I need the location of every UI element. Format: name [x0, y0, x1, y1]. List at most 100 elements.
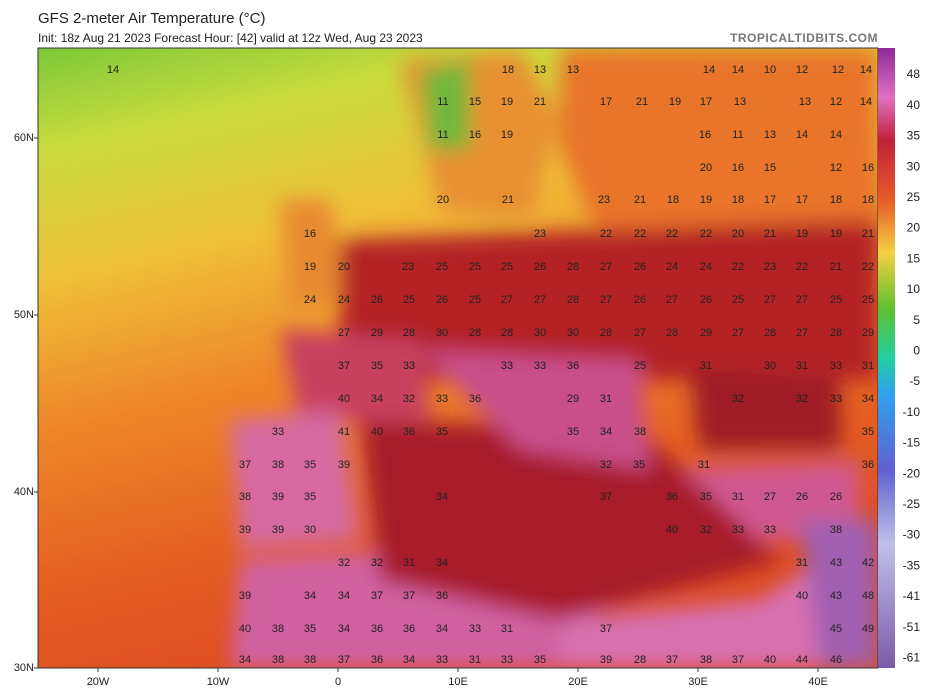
lon-label: 20W	[87, 676, 110, 688]
temperature-label: 41	[338, 426, 350, 438]
lon-label: 40E	[808, 676, 828, 688]
temperature-label: 13	[534, 64, 546, 76]
temperature-label: 33	[501, 360, 513, 372]
temperature-label: 19	[796, 228, 808, 240]
temperature-label: 36	[371, 623, 383, 635]
temperature-label: 35	[633, 459, 645, 471]
temperature-label: 14	[796, 129, 808, 141]
temperature-label: 35	[371, 360, 383, 372]
temperature-label: 43	[830, 557, 842, 569]
temperature-label: 16	[732, 162, 744, 174]
temperature-label: 49	[862, 623, 874, 635]
temperature-label: 28	[666, 327, 678, 339]
temperature-label: 22	[634, 228, 646, 240]
temperature-field	[38, 48, 878, 668]
temperature-label: 18	[502, 64, 514, 76]
temperature-label: 33	[830, 393, 842, 405]
temperature-label: 21	[764, 228, 776, 240]
temperature-label: 38	[830, 524, 842, 536]
colorbar-label: -15	[903, 436, 921, 450]
temperature-label: 30	[567, 327, 579, 339]
temperature-label: 22	[700, 228, 712, 240]
temperature-label: 40	[796, 590, 808, 602]
temperature-label: 30	[764, 360, 776, 372]
temperature-label: 12	[832, 64, 844, 76]
temperature-label: 34	[600, 426, 612, 438]
temperature-label: 17	[700, 96, 712, 108]
lat-label: 40N	[14, 486, 34, 498]
colorbar-label: -20	[903, 466, 921, 480]
temperature-label: 14	[107, 64, 119, 76]
temperature-label: 12	[830, 96, 842, 108]
temperature-label: 13	[567, 64, 579, 76]
temperature-label: 42	[862, 557, 874, 569]
colorbar-label: 20	[907, 221, 921, 235]
temperature-label: 31	[862, 360, 874, 372]
temperature-label: 26	[796, 491, 808, 503]
temperature-label: 20	[732, 228, 744, 240]
temperature-label: 18	[862, 194, 874, 206]
temperature-label: 31	[403, 557, 415, 569]
lon-label: 10E	[448, 676, 468, 688]
temperature-label: 15	[764, 162, 776, 174]
temperature-label: 22	[862, 261, 874, 273]
temperature-label: 27	[338, 327, 350, 339]
colorbar-label: 10	[907, 282, 921, 296]
temperature-label: 31	[698, 459, 710, 471]
temperature-label: 46	[830, 654, 842, 666]
colorbar-label: -25	[903, 497, 921, 511]
temperature-label: 32	[600, 459, 612, 471]
colorbar-label: 40	[907, 98, 921, 112]
temperature-label: 44	[796, 654, 808, 666]
lon-label: 30E	[688, 676, 708, 688]
colorbar-label: -10	[903, 405, 921, 419]
temperature-label: 27	[796, 327, 808, 339]
temperature-label: 33	[764, 524, 776, 536]
temperature-label: 14	[860, 64, 872, 76]
temperature-label: 33	[830, 360, 842, 372]
temperature-label: 19	[304, 261, 316, 273]
temperature-label: 22	[666, 228, 678, 240]
temperature-label: 28	[830, 327, 842, 339]
colorbar-label: -5	[909, 374, 920, 388]
temperature-label: 27	[796, 294, 808, 306]
temperature-label: 28	[469, 327, 481, 339]
temperature-label: 40	[666, 524, 678, 536]
colorbar-label: 25	[907, 190, 921, 204]
temperature-label: 16	[304, 228, 316, 240]
temperature-label: 14	[830, 129, 842, 141]
temperature-label: 28	[501, 327, 513, 339]
temperature-label: 15	[469, 96, 481, 108]
temperature-label: 14	[703, 64, 715, 76]
temperature-label: 20	[437, 194, 449, 206]
colorbar	[878, 48, 895, 668]
temperature-label: 18	[830, 194, 842, 206]
temperature-label: 13	[764, 129, 776, 141]
temperature-label: 32	[338, 557, 350, 569]
temperature-label: 17	[764, 194, 776, 206]
temperature-label: 26	[634, 294, 646, 306]
temperature-label: 19	[700, 194, 712, 206]
temperature-label: 37	[600, 623, 612, 635]
temperature-label: 22	[600, 228, 612, 240]
temperature-label: 37	[403, 590, 415, 602]
temperature-label: 34	[304, 590, 316, 602]
temperature-label: 37	[732, 654, 744, 666]
temperature-label: 26	[436, 294, 448, 306]
temperature-label: 40	[239, 623, 251, 635]
temperature-label: 19	[830, 228, 842, 240]
temperature-label: 23	[598, 194, 610, 206]
temperature-label: 19	[669, 96, 681, 108]
temperature-label: 33	[436, 393, 448, 405]
colorbar-label: -35	[903, 558, 921, 572]
lat-label: 50N	[14, 309, 34, 321]
temperature-label: 25	[469, 294, 481, 306]
temperature-label: 23	[402, 261, 414, 273]
temperature-label: 28	[567, 261, 579, 273]
temperature-label: 10	[764, 64, 776, 76]
temperature-label: 16	[862, 162, 874, 174]
temperature-label: 21	[534, 96, 546, 108]
temperature-label: 14	[860, 96, 872, 108]
